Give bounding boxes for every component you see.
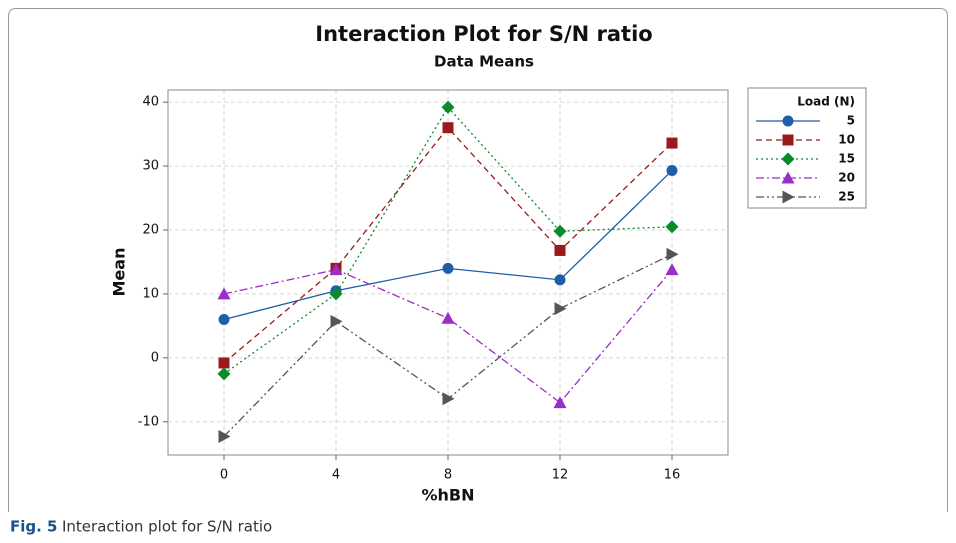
legend-label: 25 bbox=[838, 190, 855, 204]
data-point bbox=[553, 396, 567, 409]
data-point bbox=[217, 287, 231, 300]
data-point bbox=[666, 247, 679, 261]
legend-title: Load (N) bbox=[797, 95, 855, 109]
frame bbox=[8, 8, 948, 512]
y-axis-label: Mean bbox=[110, 248, 129, 297]
x-tick-label: 16 bbox=[664, 468, 681, 483]
data-point bbox=[218, 429, 231, 443]
data-point bbox=[330, 314, 343, 328]
y-tick-label: -10 bbox=[138, 414, 159, 429]
data-point bbox=[442, 392, 455, 406]
data-point bbox=[554, 274, 566, 286]
legend-marker bbox=[782, 190, 795, 204]
data-point bbox=[218, 357, 230, 369]
data-point bbox=[442, 122, 454, 134]
legend-marker bbox=[782, 134, 794, 146]
data-point bbox=[329, 287, 343, 301]
legend-label: 10 bbox=[838, 133, 855, 147]
y-tick-label: 0 bbox=[151, 350, 159, 365]
data-point bbox=[441, 311, 455, 324]
data-point bbox=[553, 224, 567, 238]
y-tick-label: 30 bbox=[142, 159, 159, 174]
x-tick-label: 12 bbox=[552, 468, 569, 483]
data-point bbox=[554, 302, 567, 316]
data-point bbox=[217, 367, 231, 381]
legend-label: 20 bbox=[838, 171, 855, 185]
data-point bbox=[442, 262, 454, 274]
x-tick-label: 8 bbox=[444, 468, 452, 483]
data-point bbox=[665, 220, 679, 234]
caption-text: Interaction plot for S/N ratio bbox=[62, 518, 272, 536]
y-tick-label: 10 bbox=[142, 286, 159, 301]
chart-subtitle: Data Means bbox=[434, 53, 534, 71]
data-point bbox=[666, 165, 678, 177]
series-line bbox=[223, 126, 673, 364]
legend-label: 5 bbox=[847, 114, 855, 128]
y-tick-label: 40 bbox=[142, 95, 159, 110]
data-point bbox=[665, 263, 679, 276]
y-tick-label: 20 bbox=[142, 222, 159, 237]
data-point bbox=[666, 137, 678, 149]
data-point bbox=[218, 313, 230, 325]
data-point bbox=[554, 244, 566, 256]
legend-label: 15 bbox=[838, 152, 855, 166]
legend-marker bbox=[782, 115, 794, 127]
caption-label: Fig. 5 bbox=[10, 518, 57, 536]
legend-marker bbox=[781, 171, 795, 184]
x-axis-label: %hBN bbox=[421, 486, 474, 505]
x-tick-label: 0 bbox=[220, 468, 228, 483]
chart-title: Interaction Plot for S/N ratio bbox=[315, 22, 652, 46]
data-point bbox=[441, 100, 455, 114]
x-tick-label: 4 bbox=[332, 468, 340, 483]
data-point bbox=[329, 263, 343, 276]
legend-box bbox=[747, 87, 867, 209]
legend-marker bbox=[781, 152, 795, 166]
